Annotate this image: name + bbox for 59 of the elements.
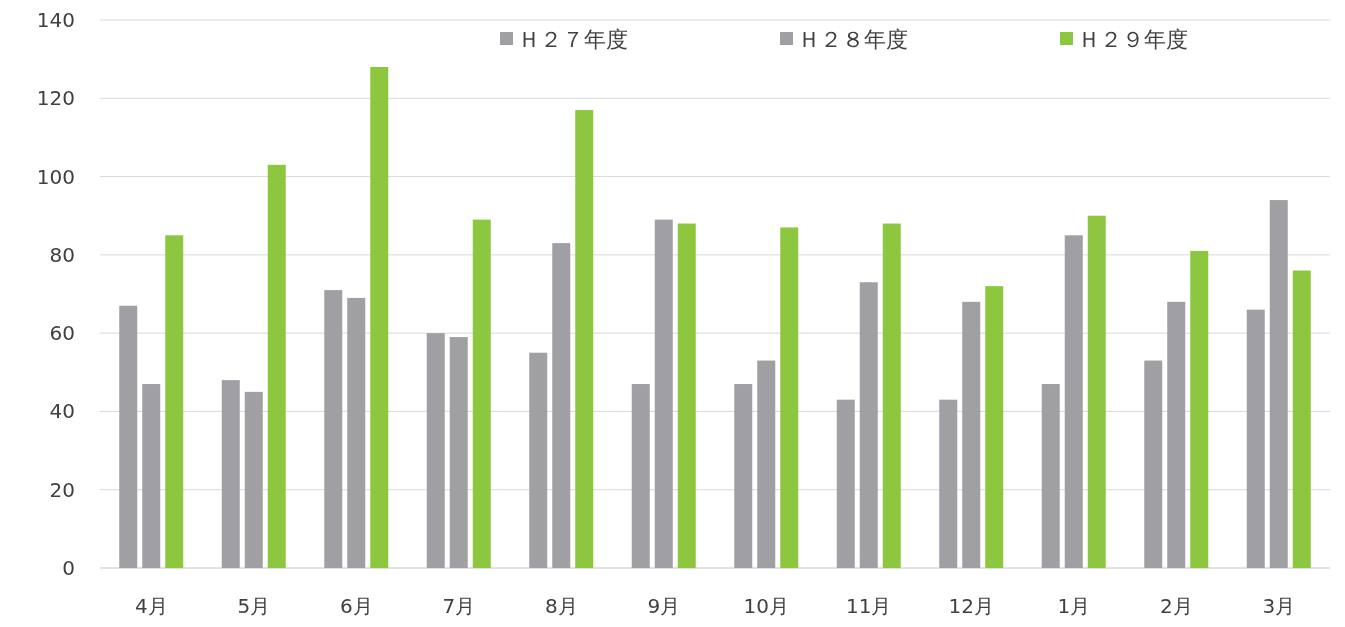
bar [631, 384, 650, 568]
x-tick-label: 12月 [948, 594, 994, 618]
bar [1269, 200, 1288, 568]
x-tick-label: 1月 [1057, 594, 1091, 618]
x-tick-label: 9月 [647, 594, 681, 618]
bar [1087, 215, 1106, 568]
x-tick-label: 3月 [1262, 594, 1296, 618]
bar [985, 286, 1004, 568]
y-tick-label: 80 [49, 242, 75, 267]
x-tick-label: 7月 [442, 594, 476, 618]
y-tick-label: 0 [62, 556, 75, 580]
y-tick-label: 140 [36, 8, 75, 32]
bar [267, 164, 286, 568]
bar [734, 384, 753, 568]
legend-label: Ｈ２９年度 [1078, 27, 1188, 52]
bar [757, 360, 776, 568]
x-tick-label: 10月 [743, 594, 789, 618]
y-tick-label: 100 [36, 164, 75, 189]
bar [370, 66, 389, 568]
bar [119, 305, 138, 568]
y-tick-label: 20 [49, 477, 75, 502]
legend-label: Ｈ２７年度 [518, 27, 628, 52]
bar [244, 391, 263, 568]
x-tick-label: 4月 [134, 594, 168, 618]
bar [347, 297, 366, 568]
bar [780, 227, 799, 568]
bar [654, 219, 673, 568]
bar [1246, 309, 1265, 568]
bar [221, 380, 240, 568]
y-tick-label: 40 [49, 399, 75, 424]
bar [449, 337, 468, 568]
y-tick-label: 120 [36, 86, 75, 111]
legend-label: Ｈ２８年度 [798, 27, 908, 52]
bar [859, 282, 878, 568]
x-tick-label: 8月 [544, 594, 578, 618]
bar [165, 235, 184, 568]
bar [575, 110, 594, 568]
x-tick-label: 6月 [339, 594, 373, 618]
bar [1144, 360, 1163, 568]
bar [677, 223, 696, 568]
bar [1167, 301, 1186, 568]
bar [939, 399, 958, 568]
x-tick-label: 2月 [1159, 594, 1193, 618]
bar [836, 399, 855, 568]
bar [529, 352, 548, 568]
bar [1292, 270, 1311, 568]
y-tick-label: 60 [49, 321, 75, 346]
bar [882, 223, 901, 568]
bar [1064, 235, 1083, 568]
x-tick-label: 5月 [237, 594, 271, 618]
bar [1190, 250, 1209, 568]
bar [426, 333, 445, 568]
bar [962, 301, 981, 568]
bar [142, 384, 161, 568]
x-tick-label: 11月 [846, 594, 892, 618]
bar [472, 219, 491, 568]
bar [324, 290, 343, 568]
bar [1041, 384, 1060, 568]
bar [552, 243, 571, 568]
